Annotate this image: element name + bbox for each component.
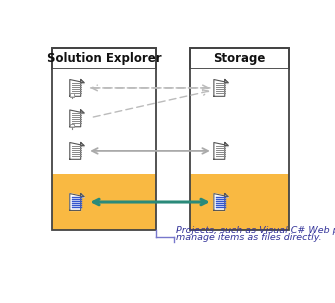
Bar	[190, 69, 288, 174]
Polygon shape	[81, 79, 84, 82]
Bar	[52, 174, 156, 230]
Polygon shape	[225, 194, 228, 197]
Polygon shape	[70, 79, 84, 96]
Text: Storage: Storage	[213, 52, 265, 65]
Polygon shape	[214, 194, 228, 210]
Bar	[70, 93, 74, 97]
Polygon shape	[70, 142, 84, 159]
Polygon shape	[70, 110, 84, 127]
Polygon shape	[225, 79, 228, 82]
Text: Solution Explorer: Solution Explorer	[47, 52, 161, 65]
Polygon shape	[214, 142, 228, 159]
Bar	[52, 69, 156, 174]
Bar	[190, 48, 288, 69]
Bar	[190, 48, 288, 230]
Polygon shape	[81, 110, 84, 113]
Bar	[52, 48, 156, 69]
Bar	[190, 174, 288, 230]
Polygon shape	[81, 194, 84, 197]
Bar	[52, 48, 156, 230]
Polygon shape	[81, 142, 84, 145]
Polygon shape	[225, 142, 228, 145]
Bar	[70, 124, 74, 127]
Polygon shape	[70, 194, 84, 210]
Polygon shape	[214, 79, 228, 96]
Text: Projects, such as Visual C# Web projects,: Projects, such as Visual C# Web projects…	[176, 226, 335, 235]
Text: manage items as files directly.: manage items as files directly.	[176, 233, 321, 242]
